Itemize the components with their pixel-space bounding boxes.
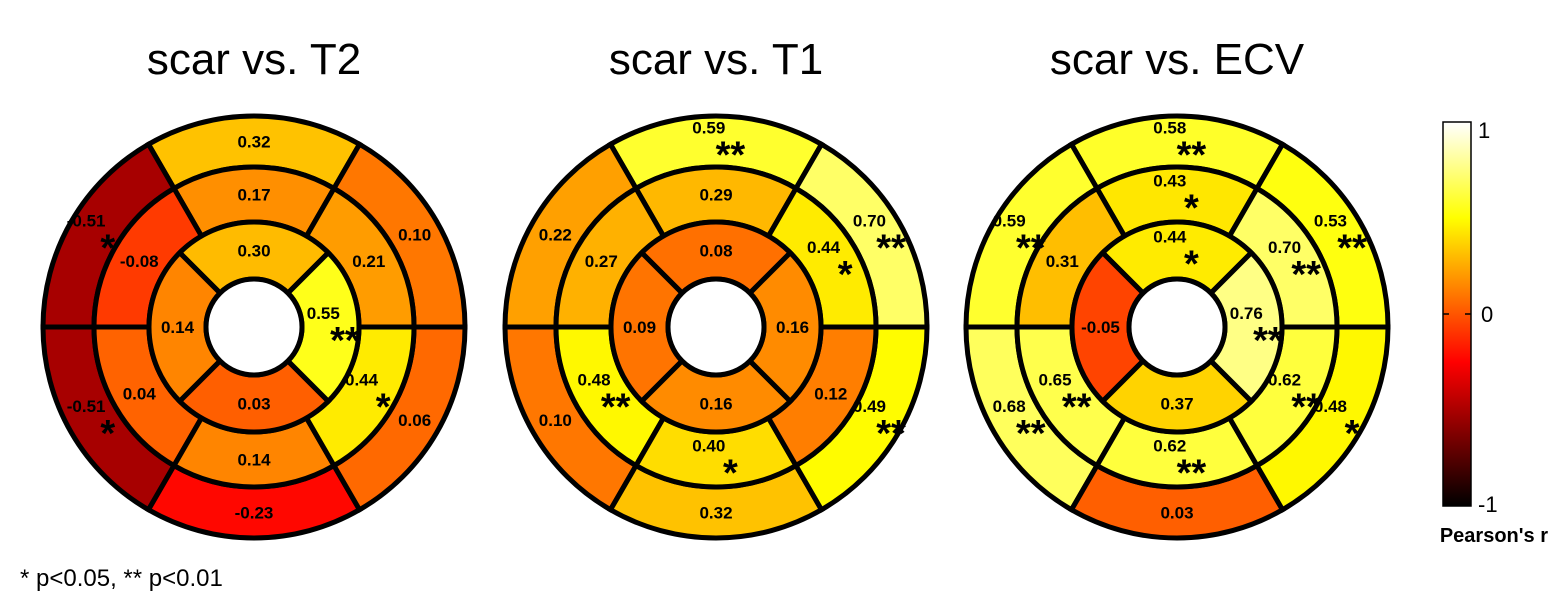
segment-value-label: 0.62	[1153, 437, 1186, 456]
bullseye-plot: scar vs. ECV0.58**0.59**0.68**0.030.48*0…	[963, 35, 1391, 541]
segment-value-label: 0.03	[237, 395, 270, 414]
significance-marker: *	[1184, 244, 1199, 286]
significance-marker: **	[716, 135, 746, 177]
segment-value-label: 0.16	[699, 395, 732, 414]
segment-value-label: 0.04	[123, 384, 157, 403]
significance-marker: *	[100, 413, 115, 455]
segment-value-label: 0.43	[1153, 172, 1186, 191]
segment-value-label: 0.06	[398, 411, 431, 430]
segment-value-label: 0.44	[1153, 228, 1187, 247]
significance-marker: **	[330, 320, 360, 362]
segment-value-label: 0.65	[1039, 370, 1072, 389]
segment-value-label: 0.32	[699, 504, 732, 523]
segment-value-label: 0.32	[237, 133, 270, 152]
segment-value-label: 0.12	[814, 384, 847, 403]
apex-hole	[203, 276, 305, 378]
colorbar-label: Pearson's r	[1440, 525, 1548, 547]
segment-value-label: 0.59	[993, 211, 1026, 230]
colorbar-tick-min: -1	[1478, 492, 1498, 517]
segment-value-label: -0.51	[67, 397, 106, 416]
segment-value-label: 0.44	[345, 370, 379, 389]
segment-value-label: -0.23	[235, 504, 274, 523]
significance-marker: **	[1016, 413, 1046, 455]
colorbar-tick-zero: 0	[1481, 302, 1493, 327]
segment-value-label: 0.21	[352, 252, 385, 271]
segment-value-label: 0.10	[398, 225, 431, 244]
segment-value-label: 0.10	[539, 411, 572, 430]
segment-value-label: 0.22	[539, 225, 572, 244]
segment-value-label: -0.51	[67, 211, 106, 230]
significance-marker: *	[100, 227, 115, 269]
significance-marker: *	[838, 254, 853, 296]
segment-value-label: 0.62	[1268, 370, 1301, 389]
colorbar: 1 0 -1 Pearson's r	[1440, 118, 1548, 547]
segment-value-label: 0.40	[692, 437, 725, 456]
segment-value-label: -0.05	[1081, 318, 1120, 337]
significance-marker: **	[1253, 320, 1283, 362]
segment-value-label: 0.68	[993, 397, 1026, 416]
segment-value-label: 0.59	[692, 119, 725, 138]
bullseye-plot: scar vs. T20.32-0.51*-0.51*-0.230.060.10…	[40, 35, 468, 541]
segment-value-label: 0.37	[1160, 395, 1193, 414]
apex-hole	[665, 276, 767, 378]
significance-marker: *	[1345, 413, 1360, 455]
segment-value-label: 0.58	[1153, 119, 1186, 138]
segment-value-label: -0.08	[120, 252, 159, 271]
colorbar-tick-max: 1	[1478, 118, 1490, 143]
segment-value-label: 0.29	[699, 186, 732, 205]
plot-title: scar vs. T2	[147, 35, 361, 84]
segment-value-label: 0.08	[699, 242, 732, 261]
segment-value-label: 0.48	[578, 370, 611, 389]
bullseye-plot: scar vs. T10.59**0.220.100.320.49**0.70*…	[502, 35, 930, 541]
significance-marker: **	[876, 227, 906, 269]
segment-value-label: 0.55	[307, 304, 340, 323]
significance-marker: **	[1291, 254, 1321, 296]
segment-value-label: 0.14	[237, 451, 271, 470]
segment-value-label: 0.27	[585, 252, 618, 271]
significance-marker: **	[601, 386, 631, 428]
significance-footnote: * p<0.05, ** p<0.01	[20, 565, 223, 592]
segment-value-label: 0.53	[1314, 211, 1347, 230]
segment-value-label: 0.03	[1160, 504, 1193, 523]
segment-value-label: 0.14	[161, 318, 195, 337]
significance-marker: **	[1062, 386, 1092, 428]
significance-marker: **	[1016, 227, 1046, 269]
significance-marker: *	[723, 453, 738, 495]
apex-hole	[1126, 276, 1228, 378]
significance-marker: **	[876, 413, 906, 455]
segment-value-label: 0.76	[1230, 304, 1263, 323]
segment-value-label: 0.16	[776, 318, 809, 337]
segment-value-label: 0.09	[623, 318, 656, 337]
significance-marker: *	[376, 386, 391, 428]
segment-value-label: 0.30	[237, 242, 270, 261]
significance-marker: **	[1177, 453, 1207, 495]
segment-value-label: 0.49	[853, 397, 886, 416]
significance-marker: **	[1337, 227, 1367, 269]
segment-value-label: 0.31	[1046, 252, 1079, 271]
significance-marker: *	[1184, 188, 1199, 230]
segment-value-label: 0.70	[1268, 238, 1301, 257]
plot-title: scar vs. T1	[609, 35, 823, 84]
segment-value-label: 0.70	[853, 211, 886, 230]
significance-marker: **	[1177, 135, 1207, 177]
segment-value-label: 0.48	[1314, 397, 1347, 416]
segment-value-label: 0.17	[237, 186, 270, 205]
plot-title: scar vs. ECV	[1050, 35, 1305, 84]
segment-value-label: 0.44	[807, 238, 841, 257]
significance-marker: **	[1291, 386, 1321, 428]
